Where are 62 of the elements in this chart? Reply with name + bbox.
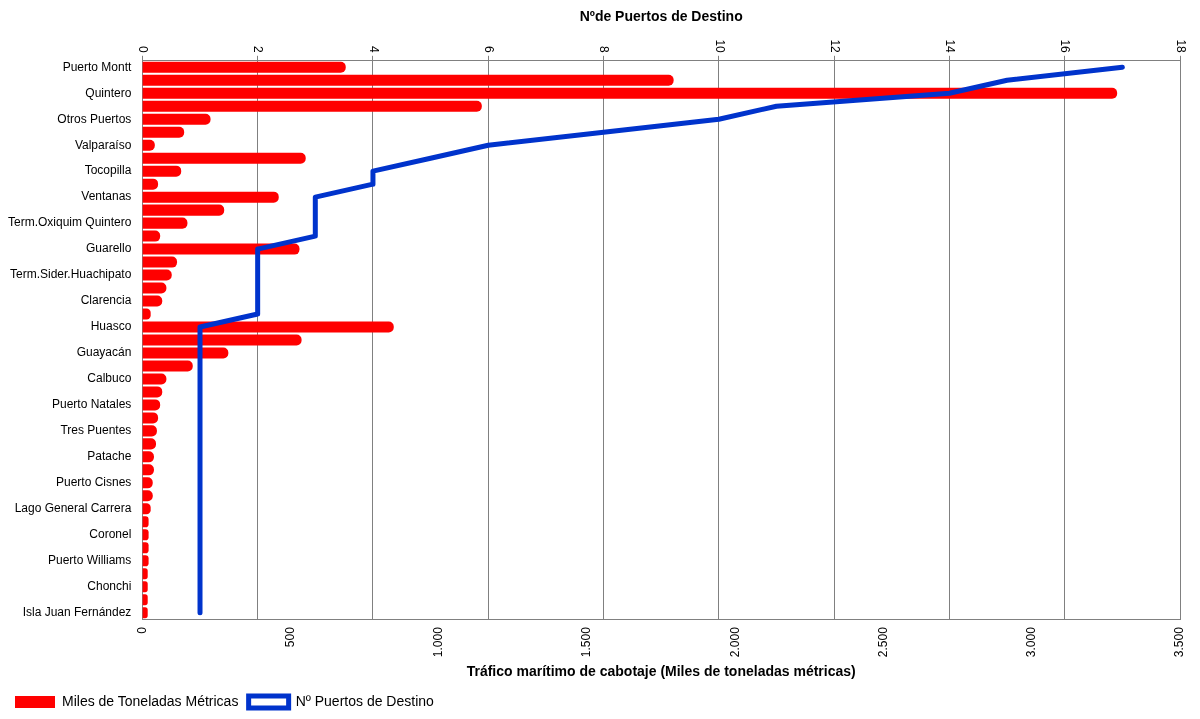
x-tick-label: 3.000	[1024, 626, 1039, 658]
x2-tick-label: 14	[943, 39, 958, 54]
y-tick-label: Guarello	[86, 241, 132, 256]
x-tick-label: 2.000	[727, 626, 742, 658]
bar	[142, 126, 185, 138]
x-tick-label: 2.500	[875, 626, 890, 658]
x-tick-label: 1.500	[579, 626, 594, 658]
y-tick-label: Tocopilla	[84, 163, 132, 178]
y-tick-label: Otros Puertos	[57, 111, 132, 126]
y-tick-label: Patache	[87, 449, 132, 464]
y-tick-label: Isla Juan Fernández	[22, 604, 132, 619]
y-tick-label: Huasco	[90, 319, 132, 334]
legend-label: Miles de Toneladas Métricas	[62, 692, 239, 709]
bar	[142, 269, 172, 281]
bar	[142, 282, 167, 294]
y-tick-label: Ventanas	[81, 189, 132, 204]
y-tick-label: Quintero	[85, 85, 132, 100]
x-tick-label: 500	[282, 626, 297, 648]
bar	[142, 217, 188, 229]
bar	[142, 61, 346, 73]
bar	[142, 243, 300, 255]
x2-tick-label: 12	[827, 39, 842, 54]
x-tick-label: 3.500	[1172, 626, 1187, 658]
x2-tick-label: 10	[712, 39, 727, 54]
bar	[142, 191, 279, 203]
bar	[142, 360, 193, 372]
y-tick-label: Tres Puentes	[60, 423, 132, 438]
x2-tick-label: 6	[481, 46, 496, 54]
bar	[142, 113, 211, 125]
bar	[142, 256, 178, 268]
y-tick-label: Clarencia	[80, 293, 132, 308]
bar	[142, 386, 163, 398]
y-tick-label: Calbuco	[87, 371, 132, 386]
bar	[142, 74, 674, 86]
y-tick-label: Puerto Cisnes	[55, 475, 132, 490]
y-tick-label: Guayacán	[76, 345, 132, 360]
x2-tick-label: 18	[1173, 39, 1188, 54]
x2-tick-label: 8	[597, 46, 612, 54]
bar	[142, 100, 482, 112]
x2-tick-label: 4	[366, 46, 381, 54]
x2-tick-label: 16	[1058, 39, 1073, 54]
y-tick-label: Term.Sider.Huachipato	[9, 267, 132, 282]
y-tick-label: Puerto Montt	[62, 59, 133, 74]
y-tick-label: Chonchi	[87, 579, 132, 594]
bar	[142, 373, 167, 385]
y-tick-label: Term.Oxiquim Quintero	[7, 215, 132, 230]
bar	[142, 87, 1118, 99]
y-tick-label: Puerto Williams	[48, 553, 132, 568]
x2-tick-label: 0	[136, 46, 151, 54]
bar	[142, 204, 225, 216]
x-tick-label: 0	[134, 626, 149, 634]
x2-axis-title: Nºde Puertos de Destino	[579, 8, 743, 25]
y-tick-label: Valparaíso	[74, 137, 132, 152]
y-tick-label: Lago General Carrera	[14, 501, 132, 516]
x2-tick-label: 2	[251, 46, 266, 54]
x-axis-title: Tráfico marítimo de cabotaje (Miles de toneladas métricas)	[466, 663, 856, 680]
bar	[142, 165, 182, 177]
y-tick-label: Coronel	[89, 527, 132, 542]
x-tick-label: 1.000	[431, 626, 446, 658]
y-tick-label: Puerto Natales	[51, 397, 132, 412]
legend-label: Nº Puertos de Destino	[295, 692, 435, 709]
bar	[142, 152, 306, 164]
